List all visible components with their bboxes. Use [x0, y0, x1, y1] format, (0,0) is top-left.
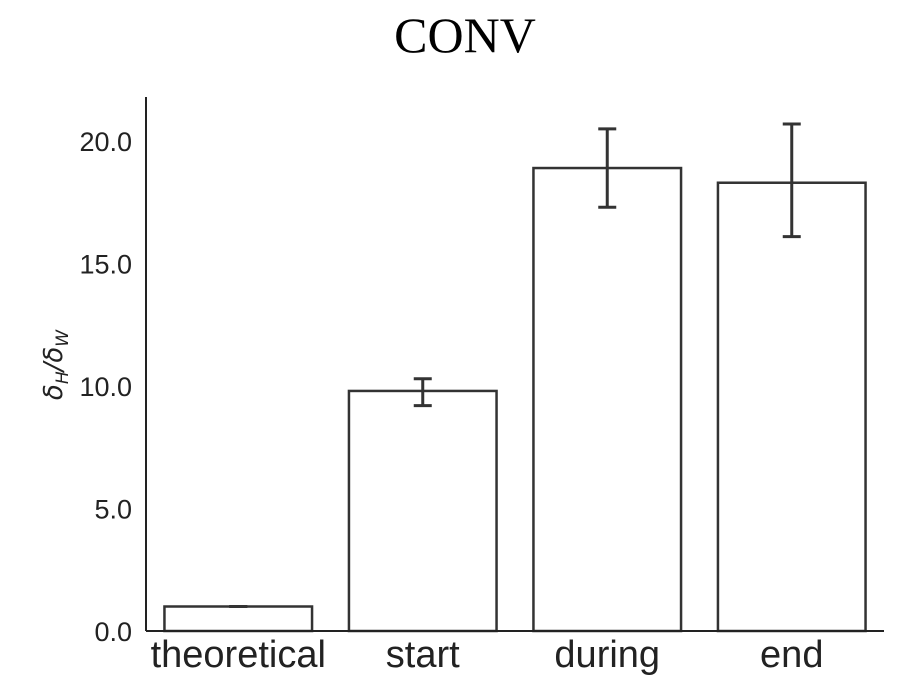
error-bar-start [413, 377, 432, 408]
y-tick-label: 15.0 [79, 250, 132, 280]
y-tick-label: 5.0 [94, 495, 132, 525]
x-tick-label-theoretical: theoretical [151, 634, 326, 676]
bar-start [347, 389, 498, 633]
error-bar-end [782, 122, 801, 239]
x-tick-label-end: end [760, 634, 823, 676]
bar-theoretical [163, 605, 314, 633]
error-bar-during [598, 127, 617, 209]
svg-text:δH/δW: δH/δW [39, 329, 73, 400]
x-tick-label-during: during [554, 634, 660, 676]
bar-end [716, 181, 867, 633]
bars-group [163, 166, 867, 633]
chart-title: CONV [394, 7, 536, 63]
error-bars-group [229, 122, 801, 609]
y-axis-label: δH/δW [39, 329, 73, 400]
bar-during [532, 166, 683, 633]
y-tick-label: 0.0 [94, 617, 132, 647]
x-tick-label-start: start [386, 634, 460, 676]
y-ticks-group: 0.0 5.0 10.0 15.0 20.0 [79, 127, 132, 647]
y-tick-label: 10.0 [79, 372, 132, 402]
x-categories-group: theoretical start during end [151, 634, 824, 676]
y-tick-label: 20.0 [79, 127, 132, 157]
